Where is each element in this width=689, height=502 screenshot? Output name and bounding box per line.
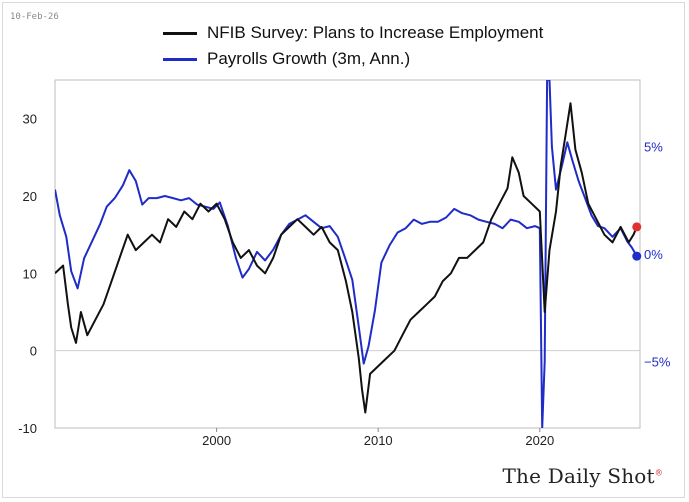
x-tick-label: 2020 <box>525 433 554 448</box>
chart-frame <box>2 2 685 498</box>
y-left-tick-label: 0 <box>30 344 37 359</box>
y-right-tick-label: 0% <box>644 247 663 262</box>
x-tick-label: 2000 <box>202 433 231 448</box>
brand-logo-mark: ® <box>654 468 663 478</box>
series-end-marker-payrolls <box>632 251 642 261</box>
y-left-tick-label: -10 <box>18 421 37 436</box>
y-right-tick-label: 5% <box>644 140 663 155</box>
legend-label-payrolls: Payrolls Growth (3m, Ann.) <box>207 49 411 68</box>
legend-label-nfib: NFIB Survey: Plans to Increase Employmen… <box>207 23 544 42</box>
brand-logo: The Daily Shot® <box>503 464 664 488</box>
chart-legend: NFIB Survey: Plans to Increase Employmen… <box>163 20 543 72</box>
y-left-tick-label: 30 <box>23 112 37 127</box>
x-tick-label: 2010 <box>364 433 393 448</box>
y-left-tick-label: 20 <box>23 189 37 204</box>
series-line-nfib <box>55 102 638 414</box>
legend-swatch-payrolls <box>163 57 197 61</box>
date-stamp: 10-Feb-26 <box>10 12 59 22</box>
y-left-tick-label: 10 <box>23 266 37 281</box>
legend-swatch-nfib <box>163 31 197 35</box>
legend-item-nfib: NFIB Survey: Plans to Increase Employmen… <box>163 20 543 46</box>
y-right-tick-label: −5% <box>644 354 671 369</box>
series-line-payrolls <box>55 80 638 428</box>
series-end-marker-nfib <box>632 222 642 232</box>
legend-item-payrolls: Payrolls Growth (3m, Ann.) <box>163 46 543 72</box>
brand-logo-text: The Daily Shot <box>502 464 655 488</box>
